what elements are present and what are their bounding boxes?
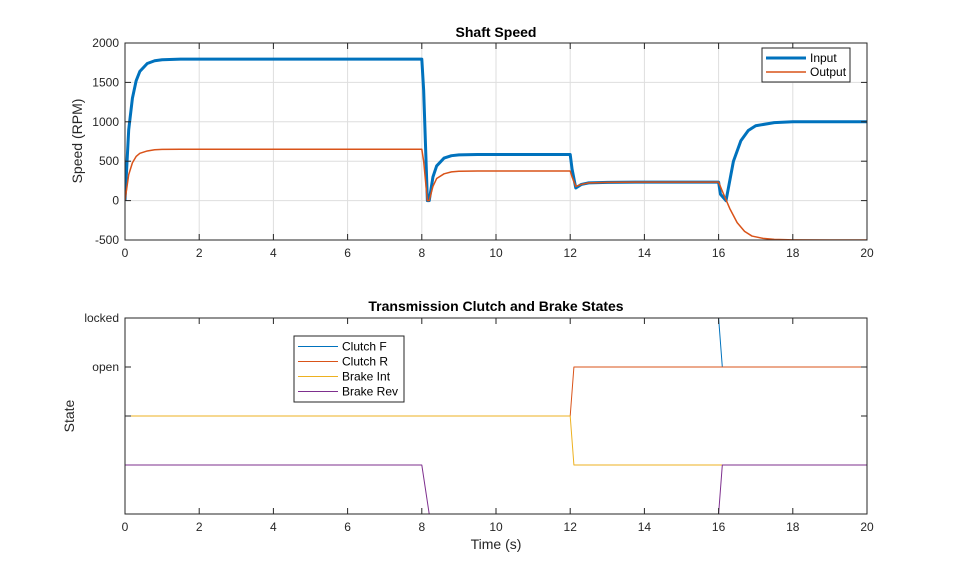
shaft-speed-series-output-line <box>125 148 867 240</box>
shaft-speed-ytick-label-1: 0 <box>112 194 119 208</box>
clutch-brake-title: Transmission Clutch and Brake States <box>368 298 623 314</box>
clutch-brake-legend-label-1: Clutch R <box>342 355 388 369</box>
clutch-brake-xtick-label-5: 10 <box>489 520 503 534</box>
clutch-brake-xtick-label-8: 16 <box>712 520 726 534</box>
shaft-speed-xtick-label-5: 10 <box>489 246 503 260</box>
shaft-speed-xtick-label-1: 2 <box>196 246 203 260</box>
shaft-speed-xtick-label-9: 18 <box>786 246 800 260</box>
shaft-speed-ytick-label-0: -500 <box>95 233 119 247</box>
clutch-brake-series-brake-rev-line <box>125 464 867 514</box>
clutch-brake-legend-label-2: Brake Int <box>342 370 391 384</box>
shaft-speed-legend-box <box>761 47 851 83</box>
shaft-speed-xtick-label-8: 16 <box>712 246 726 260</box>
clutch-brake-xlabel: Time (s) <box>471 536 522 552</box>
clutch-brake-series-brake-int-line <box>125 415 867 466</box>
clutch-brake-xtick-label-0: 0 <box>122 520 129 534</box>
clutch-brake-xtick-label-3: 6 <box>344 520 351 534</box>
shaft-speed-xtick-label-6: 12 <box>564 246 578 260</box>
clutch-brake-ticks: 0 2 4 6 8 10 12 14 16 18 20 locked open <box>84 311 874 534</box>
clutch-brake-xtick-label-9: 18 <box>786 520 800 534</box>
shaft-speed-legend-label-1: Output <box>810 65 847 79</box>
shaft-speed-ytick-label-3: 1000 <box>92 115 119 129</box>
clutch-brake-ytick-label-1: open <box>92 360 119 374</box>
clutch-brake-xtick-label-2: 4 <box>270 520 277 534</box>
clutch-brake-ylabel: State <box>61 399 77 432</box>
shaft-speed-legend-label-0: Input <box>810 51 837 65</box>
clutch-brake-legend-label-3: Brake Rev <box>342 385 398 399</box>
clutch-brake-xtick-label-1: 2 <box>196 520 203 534</box>
shaft-speed-xtick-label-2: 4 <box>270 246 277 260</box>
clutch-brake-xtick-label-7: 14 <box>638 520 652 534</box>
shaft-speed-title: Shaft Speed <box>456 24 537 40</box>
shaft-speed-xtick-label-10: 20 <box>860 246 874 260</box>
clutch-brake-axes: 0 2 4 6 8 10 12 14 16 18 20 locked open Transmission… <box>61 298 874 552</box>
shaft-speed-series <box>125 57 867 240</box>
shaft-speed-xtick-label-7: 14 <box>638 246 652 260</box>
clutch-brake-xtick-label-6: 12 <box>564 520 578 534</box>
shaft-speed-series-input-line <box>125 57 867 203</box>
shaft-speed-ytick-label-2: 500 <box>99 154 119 168</box>
clutch-brake-ytick-label-0: locked <box>84 311 119 325</box>
shaft-speed-xtick-label-4: 8 <box>418 246 425 260</box>
shaft-speed-ylabel: Speed (RPM) <box>69 99 85 184</box>
clutch-brake-xtick-label-4: 8 <box>418 520 425 534</box>
shaft-speed-xtick-label-3: 6 <box>344 246 351 260</box>
shaft-speed-ytick-label-5: 2000 <box>92 36 119 50</box>
shaft-speed-ytick-label-4: 1500 <box>92 75 119 89</box>
clutch-brake-legend-label-0: Clutch F <box>342 340 387 354</box>
clutch-brake-series <box>125 318 867 514</box>
clutch-brake-xtick-label-10: 20 <box>860 520 874 534</box>
shaft-speed-xtick-label-0: 0 <box>122 246 129 260</box>
